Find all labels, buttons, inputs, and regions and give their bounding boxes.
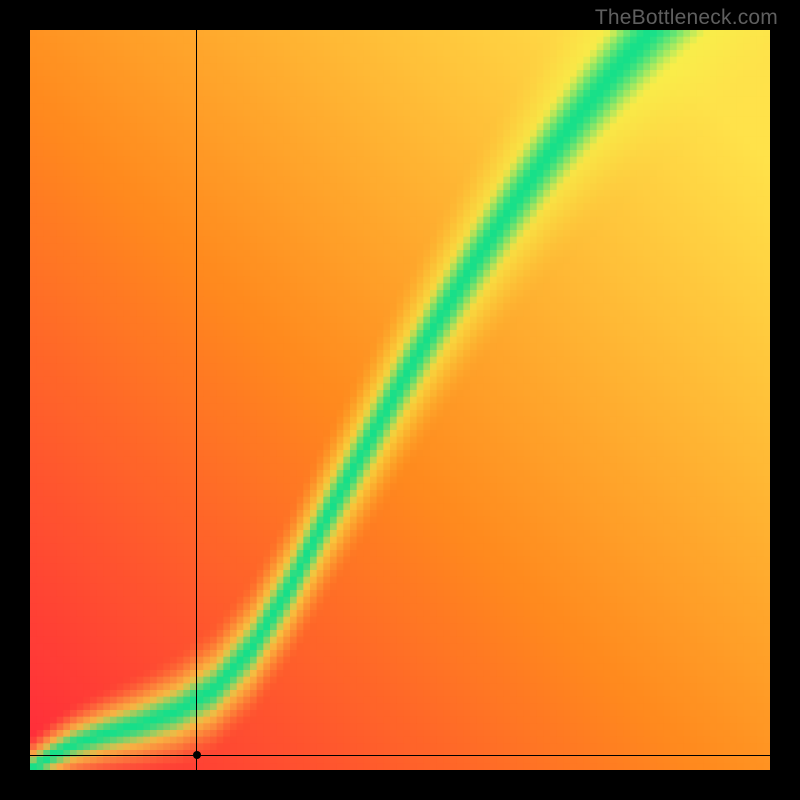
- crosshair-marker: [193, 751, 201, 759]
- crosshair-horizontal: [30, 755, 770, 756]
- crosshair-vertical: [196, 30, 197, 770]
- heatmap-canvas: [30, 30, 770, 770]
- heatmap-plot-area: [30, 30, 770, 770]
- watermark-text: TheBottleneck.com: [595, 6, 778, 30]
